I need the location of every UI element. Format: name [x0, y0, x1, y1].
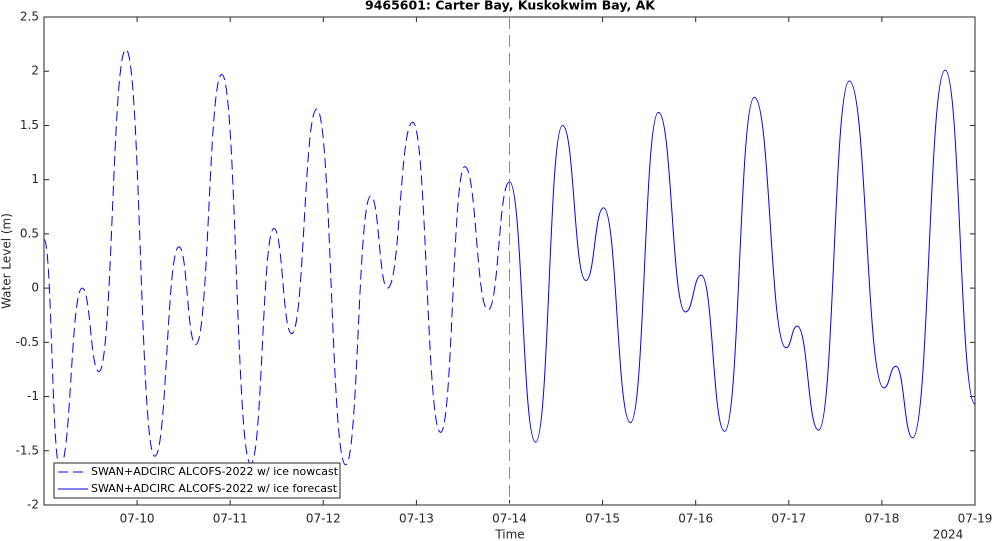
x-tick-label: 07-11 [213, 512, 248, 526]
y-tick-label: -1.5 [16, 443, 39, 457]
y-tick-label: 2.5 [20, 10, 39, 24]
x-tick-label: 07-12 [306, 512, 341, 526]
x-tick-label: 07-17 [771, 512, 806, 526]
x-tick-label: 07-18 [864, 512, 899, 526]
legend-box [53, 462, 341, 499]
series-line [43, 49, 510, 468]
x-tick-label: 07-14 [492, 512, 527, 526]
y-tick-label: 2 [31, 64, 39, 78]
y-tick-label: 0 [31, 281, 39, 295]
series-line [509, 69, 976, 443]
x-tick-label: 07-16 [678, 512, 713, 526]
x-tick-label: 07-13 [399, 512, 434, 526]
x-tick-label: 07-10 [120, 512, 155, 526]
y-axis-label: Water Level (m) [0, 213, 14, 309]
y-tick-label: -2 [27, 498, 39, 512]
legend-label: SWAN+ADCIRC ALCOFS-2022 w/ ice nowcast [91, 465, 339, 478]
x-axis-label: Time [494, 528, 524, 541]
y-tick-label: 1 [31, 172, 39, 186]
x-tick-label: 07-15 [585, 512, 620, 526]
legend-label: SWAN+ADCIRC ALCOFS-2022 w/ ice forecast [91, 482, 338, 495]
year-label: 2024 [933, 528, 964, 541]
x-tick-label: 07-19 [958, 512, 992, 526]
chart-title: 9465601: Carter Bay, Kuskokwim Bay, AK [365, 0, 656, 13]
y-tick-label: -1 [27, 389, 39, 403]
y-tick-label: 1.5 [20, 118, 39, 132]
y-tick-label: 0.5 [20, 226, 39, 240]
y-tick-label: -0.5 [16, 335, 39, 349]
